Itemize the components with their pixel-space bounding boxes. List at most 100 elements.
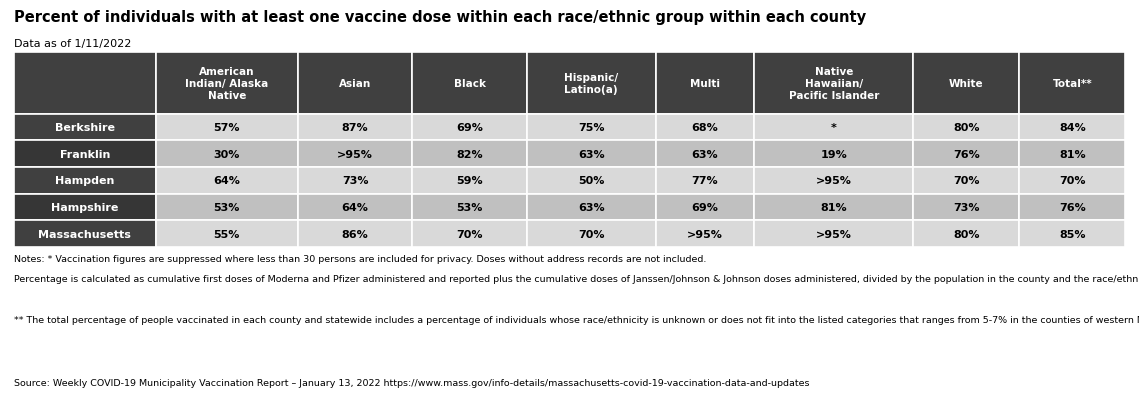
Bar bbox=[156, 141, 298, 168]
Bar bbox=[526, 115, 656, 141]
Bar bbox=[298, 53, 412, 115]
Bar bbox=[412, 168, 526, 194]
Bar bbox=[14, 168, 156, 194]
Text: 63%: 63% bbox=[577, 202, 605, 213]
Text: Hampshire: Hampshire bbox=[51, 202, 118, 213]
Text: 63%: 63% bbox=[577, 149, 605, 159]
Text: 87%: 87% bbox=[342, 123, 368, 133]
Bar bbox=[412, 115, 526, 141]
Bar bbox=[412, 194, 526, 221]
Bar bbox=[526, 194, 656, 221]
Bar bbox=[913, 115, 1019, 141]
Text: Native
Hawaiian/
Pacific Islander: Native Hawaiian/ Pacific Islander bbox=[788, 67, 879, 100]
Bar bbox=[412, 141, 526, 168]
Text: 76%: 76% bbox=[1059, 202, 1085, 213]
Bar bbox=[298, 168, 412, 194]
Text: 85%: 85% bbox=[1059, 229, 1085, 239]
Text: 68%: 68% bbox=[691, 123, 719, 133]
Text: 69%: 69% bbox=[691, 202, 719, 213]
Bar bbox=[298, 194, 412, 221]
Bar bbox=[754, 194, 913, 221]
Bar bbox=[913, 53, 1019, 115]
Bar bbox=[754, 115, 913, 141]
Text: Percentage is calculated as cumulative first doses of Moderna and Pfizer adminis: Percentage is calculated as cumulative f… bbox=[14, 274, 1139, 283]
Bar bbox=[656, 168, 754, 194]
Text: 64%: 64% bbox=[342, 202, 369, 213]
Text: >95%: >95% bbox=[337, 149, 374, 159]
Bar bbox=[412, 221, 526, 247]
Bar bbox=[14, 115, 156, 141]
Text: 86%: 86% bbox=[342, 229, 369, 239]
Bar bbox=[156, 53, 298, 115]
Bar bbox=[656, 141, 754, 168]
Text: 57%: 57% bbox=[214, 123, 240, 133]
Text: Hampden: Hampden bbox=[55, 176, 114, 186]
Text: 73%: 73% bbox=[953, 202, 980, 213]
Text: 69%: 69% bbox=[456, 123, 483, 133]
Bar bbox=[526, 53, 656, 115]
Text: >95%: >95% bbox=[687, 229, 723, 239]
Bar bbox=[754, 141, 913, 168]
Text: 63%: 63% bbox=[691, 149, 719, 159]
Text: ** The total percentage of people vaccinated in each county and statewide includ: ** The total percentage of people vaccin… bbox=[14, 316, 1139, 325]
Bar bbox=[298, 221, 412, 247]
Bar bbox=[913, 221, 1019, 247]
Text: 70%: 70% bbox=[577, 229, 605, 239]
Text: 76%: 76% bbox=[953, 149, 980, 159]
Text: *: * bbox=[831, 123, 837, 133]
Text: Data as of 1/11/2022: Data as of 1/11/2022 bbox=[14, 39, 131, 49]
Text: >95%: >95% bbox=[816, 229, 852, 239]
Bar bbox=[14, 221, 156, 247]
Text: 73%: 73% bbox=[342, 176, 368, 186]
Text: Massachusetts: Massachusetts bbox=[39, 229, 131, 239]
Bar bbox=[656, 221, 754, 247]
Bar bbox=[526, 221, 656, 247]
Bar bbox=[656, 194, 754, 221]
Bar bbox=[656, 53, 754, 115]
Text: 59%: 59% bbox=[457, 176, 483, 186]
Bar bbox=[754, 168, 913, 194]
Bar bbox=[656, 115, 754, 141]
Text: Asian: Asian bbox=[339, 79, 371, 89]
Text: 70%: 70% bbox=[457, 229, 483, 239]
Text: Multi: Multi bbox=[690, 79, 720, 89]
Text: American
Indian/ Alaska
Native: American Indian/ Alaska Native bbox=[186, 67, 269, 100]
Bar bbox=[913, 168, 1019, 194]
Text: White: White bbox=[949, 79, 984, 89]
Text: Total**: Total** bbox=[1052, 79, 1092, 89]
Bar bbox=[156, 115, 298, 141]
Bar bbox=[913, 141, 1019, 168]
Text: 75%: 75% bbox=[577, 123, 605, 133]
Text: Franklin: Franklin bbox=[59, 149, 110, 159]
Bar bbox=[14, 53, 156, 115]
Text: 55%: 55% bbox=[214, 229, 240, 239]
Bar bbox=[1019, 53, 1125, 115]
Text: 80%: 80% bbox=[953, 123, 980, 133]
Bar bbox=[156, 221, 298, 247]
Text: Source: Weekly COVID-19 Municipality Vaccination Report – January 13, 2022 https: Source: Weekly COVID-19 Municipality Vac… bbox=[14, 378, 809, 387]
Bar bbox=[1019, 168, 1125, 194]
Bar bbox=[156, 168, 298, 194]
Bar bbox=[14, 141, 156, 168]
Bar bbox=[298, 141, 412, 168]
Text: 81%: 81% bbox=[1059, 149, 1085, 159]
Text: Hispanic/
Latino(a): Hispanic/ Latino(a) bbox=[564, 73, 618, 94]
Text: 80%: 80% bbox=[953, 229, 980, 239]
Bar bbox=[526, 141, 656, 168]
Text: >95%: >95% bbox=[816, 176, 852, 186]
Text: 84%: 84% bbox=[1059, 123, 1085, 133]
Bar bbox=[1019, 141, 1125, 168]
Text: 70%: 70% bbox=[1059, 176, 1085, 186]
Bar bbox=[754, 221, 913, 247]
Bar bbox=[14, 194, 156, 221]
Bar bbox=[298, 115, 412, 141]
Text: Percent of individuals with at least one vaccine dose within each race/ethnic gr: Percent of individuals with at least one… bbox=[14, 10, 866, 25]
Text: 19%: 19% bbox=[820, 149, 847, 159]
Text: 70%: 70% bbox=[953, 176, 980, 186]
Bar bbox=[412, 53, 526, 115]
Text: 53%: 53% bbox=[457, 202, 483, 213]
Text: 77%: 77% bbox=[691, 176, 719, 186]
Bar bbox=[1019, 221, 1125, 247]
Bar bbox=[913, 194, 1019, 221]
Text: 30%: 30% bbox=[214, 149, 240, 159]
